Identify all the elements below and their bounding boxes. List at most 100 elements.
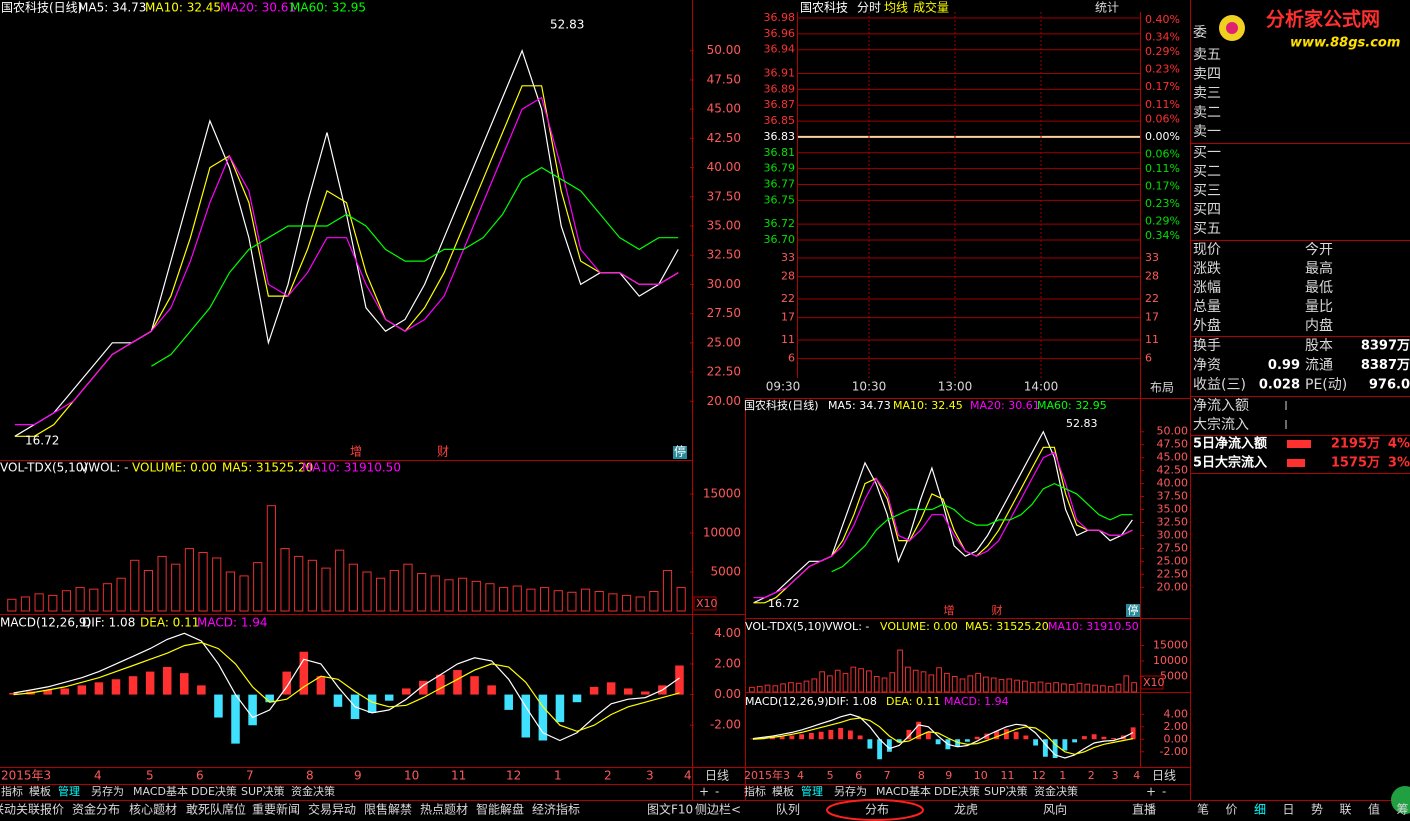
volume-bar [1092, 684, 1098, 693]
volume-bar [539, 587, 550, 612]
y-tick-label: 25.00 [707, 335, 741, 349]
pct-tick-label: 0.29% [1145, 215, 1180, 228]
bottom-tab[interactable]: 队列 [776, 802, 800, 817]
tool-tab[interactable]: 管理 [801, 784, 823, 798]
volume-bar [458, 577, 468, 612]
ma-label: MA5: 34.73 [78, 1, 146, 15]
tool-tab[interactable]: 另存为 [91, 784, 124, 798]
y-tick-label: 22.50 [707, 365, 741, 379]
axis-name: 日线 [705, 769, 729, 783]
ma-label: MA10: 32.45 [893, 399, 963, 412]
zoom-button[interactable]: + [699, 785, 709, 799]
tool-tab[interactable]: 模板 [29, 784, 51, 798]
bottom-tab[interactable]: 热点题材 [420, 803, 468, 817]
tool-tab[interactable]: SUP决策 [984, 784, 1028, 798]
bottom-tab[interactable]: 筹 [1396, 803, 1408, 817]
flow5-pct: 3% [1388, 456, 1410, 471]
tool-tab[interactable]: 指标 [744, 784, 766, 798]
zoom-button[interactable]: - [1162, 785, 1166, 799]
y-tick-label: 50.00 [707, 43, 741, 57]
bottom-tab[interactable]: 分布 [865, 803, 889, 817]
bottom-tab[interactable]: 联动 [0, 803, 16, 817]
bottom-tab[interactable]: 日 [1282, 803, 1294, 817]
tool-tab[interactable]: 管理 [58, 784, 80, 798]
bottom-tab[interactable]: 限售解禁 [364, 802, 412, 817]
volume-bar [676, 587, 686, 612]
vol-tick-label: 17 [781, 311, 795, 324]
bottom-tab[interactable]: 龙虎 [954, 803, 978, 817]
tool-tab[interactable]: MACD基本 [133, 784, 188, 798]
volume-label: MA5: 31525.20 [965, 620, 1049, 633]
bottom-tab[interactable]: 核心题材 [129, 803, 177, 817]
tool-tab[interactable]: 资金决策 [291, 784, 335, 798]
macd-label: MACD(12,26,9) [0, 616, 91, 630]
bottom-tab[interactable]: 敢死队席位 [186, 802, 246, 817]
y-tick-label: 30.00 [707, 277, 741, 291]
y-tick-label: 5000 [1160, 669, 1188, 682]
bottom-tab[interactable]: 势 [1311, 803, 1323, 817]
tool-tab[interactable]: 资金决策 [1034, 784, 1078, 798]
bottom-tab[interactable]: 风向 [1043, 802, 1067, 817]
bottom-tab[interactable]: 经济指标 [532, 802, 580, 817]
volume-bar [75, 587, 85, 612]
volume-bar [788, 682, 794, 693]
volume-bar [889, 672, 896, 693]
marker-box [1126, 604, 1140, 617]
flow5-value: 2195万 [1331, 437, 1380, 452]
bid-label: 买三 [1193, 183, 1221, 199]
quote-label: 最低 [1305, 280, 1333, 296]
ask-label: 卖一 [1193, 124, 1221, 140]
pct-tick-label: 0.34% [1145, 31, 1180, 44]
ma-label: MA20: 30.61 [220, 1, 296, 15]
stats-button[interactable]: 统计 [1095, 1, 1119, 15]
y-tick-label: 45.00 [707, 102, 741, 116]
volume-bar [485, 583, 495, 612]
pct-tick-label: 0.17% [1145, 180, 1180, 193]
stat-label: PE(动) [1305, 377, 1347, 393]
bottom-tab[interactable]: 侧边栏< [695, 802, 741, 817]
bottom-tab[interactable]: 关联报价 [16, 802, 64, 817]
bottom-tab[interactable]: 图文F10 [647, 802, 693, 817]
bottom-tab[interactable]: 交易异动 [308, 802, 356, 817]
bottom-tab[interactable]: 细 [1254, 803, 1266, 817]
bottom-tab[interactable]: 联 [1339, 803, 1351, 817]
volume-bar [1029, 682, 1036, 693]
bottom-tab[interactable]: 值 [1368, 802, 1380, 817]
pct-tick-label: 0.11% [1145, 162, 1180, 175]
logo-url: www.88gs.com [1290, 36, 1400, 51]
volume-bar [1115, 683, 1122, 693]
volume-bar [850, 666, 857, 693]
tool-tab[interactable]: SUP决策 [241, 784, 285, 798]
flow5-bar [1287, 440, 1311, 448]
zoom-button[interactable]: - [715, 785, 719, 799]
tool-tab[interactable]: MACD基本 [876, 784, 931, 798]
volume-bar [444, 579, 454, 612]
quote-label: 最高 [1305, 260, 1333, 277]
tool-tab[interactable]: 指标 [1, 784, 23, 798]
tool-tab[interactable]: DDE决策 [934, 784, 980, 798]
bottom-tab[interactable]: 重要新闻 [252, 802, 300, 817]
bottom-tab[interactable]: 资金分布 [72, 802, 120, 817]
x-tick-label: 1 [1059, 769, 1066, 782]
tool-tab[interactable]: 另存为 [834, 784, 867, 798]
zoom-button[interactable]: + [1146, 785, 1156, 799]
volume-bar [116, 577, 126, 612]
bottom-tab[interactable]: 智能解盘 [476, 802, 524, 817]
float-button[interactable] [1391, 786, 1410, 814]
volume-bar [873, 675, 880, 693]
y-tick-label: 32.50 [707, 248, 741, 262]
tool-tab[interactable]: DDE决策 [191, 784, 237, 798]
x-tick-label: 7 [246, 769, 254, 783]
price-tick-label: 36.94 [764, 43, 796, 56]
y-tick-label: 42.50 [1157, 464, 1189, 477]
volume-bar [795, 682, 802, 693]
y-tick-label: 0.00 [1164, 732, 1189, 745]
bottom-tab[interactable]: 直播 [1132, 803, 1156, 817]
scale-box [1140, 675, 1164, 690]
volume-bar [983, 676, 989, 693]
x-tick-label: 5 [827, 769, 834, 782]
layout-button[interactable]: 布局 [1150, 381, 1174, 395]
bottom-tab[interactable]: 笔 [1197, 802, 1209, 817]
tool-tab[interactable]: 模板 [772, 784, 794, 798]
bottom-tab[interactable]: 价 [1225, 803, 1237, 817]
